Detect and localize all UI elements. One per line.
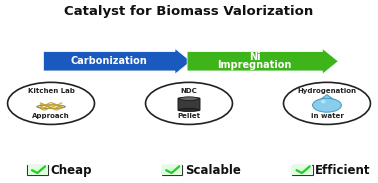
FancyBboxPatch shape [293,165,312,175]
Polygon shape [313,95,341,105]
Text: Ni: Ni [249,52,260,62]
Circle shape [313,98,341,112]
Polygon shape [43,48,191,74]
Text: Kitchen Lab: Kitchen Lab [28,88,74,94]
Polygon shape [187,48,338,74]
Ellipse shape [37,105,65,109]
FancyBboxPatch shape [28,165,48,175]
Circle shape [284,82,370,124]
Text: Carbonization: Carbonization [71,56,148,66]
Text: in water: in water [311,113,343,119]
Text: Efficient: Efficient [315,164,371,177]
FancyBboxPatch shape [178,98,200,111]
Text: Scalable: Scalable [185,164,241,177]
FancyBboxPatch shape [292,165,313,175]
Text: NDC: NDC [181,88,197,94]
FancyBboxPatch shape [28,165,48,175]
Ellipse shape [180,108,198,112]
Ellipse shape [321,100,325,103]
Circle shape [8,82,94,124]
Text: Catalyst for Biomass Valorization: Catalyst for Biomass Valorization [64,5,314,18]
Ellipse shape [180,97,198,100]
Text: Impregnation: Impregnation [218,60,292,70]
FancyBboxPatch shape [162,165,182,175]
Text: Approach: Approach [32,113,70,119]
Text: Cheap: Cheap [51,164,92,177]
FancyBboxPatch shape [162,165,182,175]
Circle shape [146,82,232,124]
Text: Pellet: Pellet [177,113,201,119]
Text: Hydrogenation: Hydrogenation [297,88,356,94]
